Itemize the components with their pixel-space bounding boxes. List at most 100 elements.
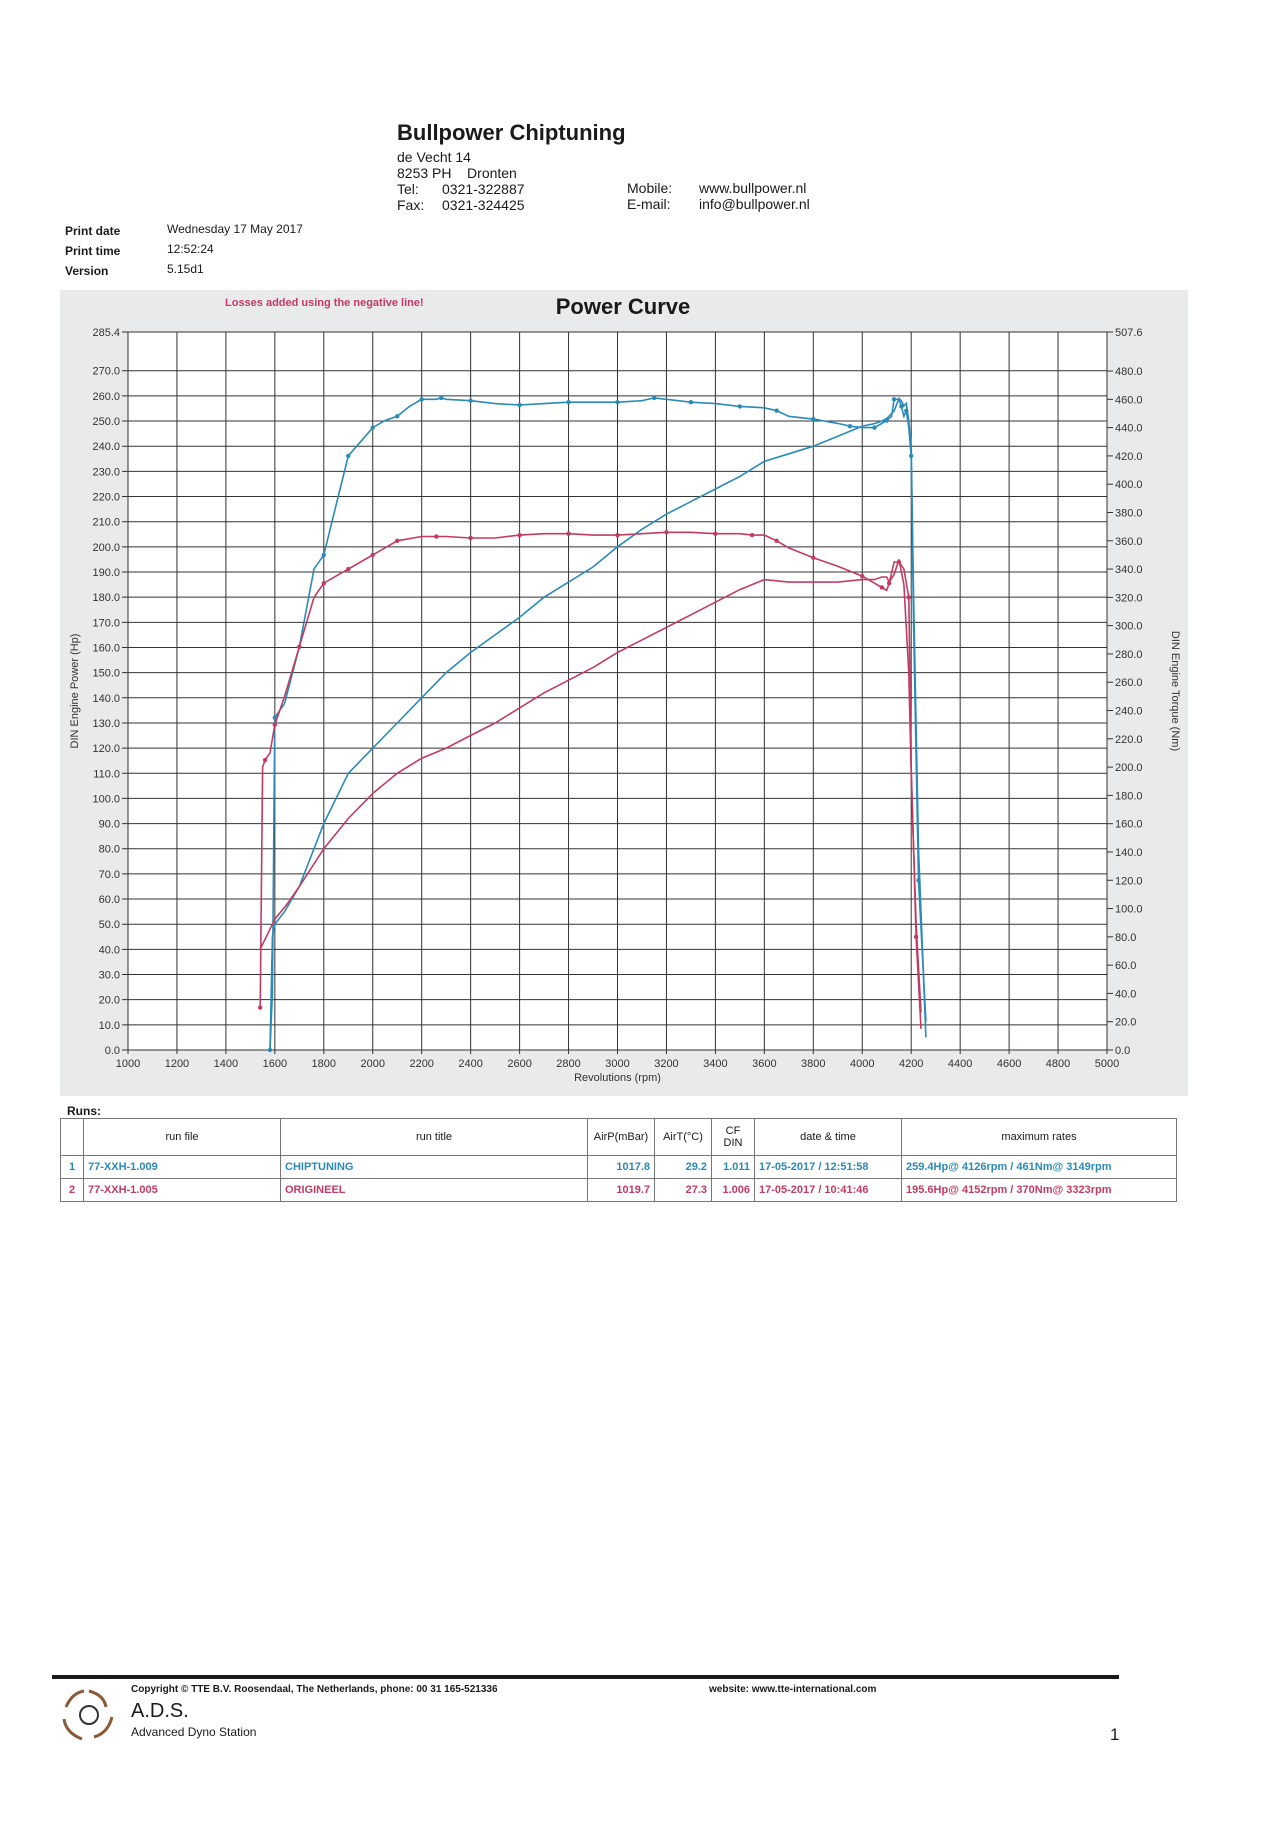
y-left-tick-label: 70.0 [99,869,120,881]
data-point [395,414,400,419]
data-point [257,1005,263,1010]
fax-row: Fax: 0321-324425 [397,197,525,213]
footer-rule [52,1675,1119,1679]
y-right-tick-label: 300.0 [1115,621,1143,633]
data-point [370,552,375,558]
print-time-label: Print time [65,244,121,258]
data-point [439,395,444,401]
data-point [321,552,326,558]
y-left-tick-label: 230.0 [92,466,120,478]
run-file: 77-XXH-1.005 [83,1178,281,1202]
chart-svg: 1000 1200 1400 1600 1800 2000 2200 2400 2600 2800… [69,294,1181,1084]
y-left-tick-label: 0.0 [105,1045,120,1057]
company-name: Bullpower Chiptuning [397,120,626,145]
x-tick-label: 2000 [361,1058,385,1070]
chart-title: Power Curve [556,294,691,319]
y-right-tick-label: 480.0 [1115,366,1143,378]
y-right-tick-label: 507.6 [1115,327,1143,339]
max-rates: 259.4Hp@ 4126rpm / 461Nm@ 3149rpm [901,1155,1177,1179]
y-left-tick-label: 250.0 [92,416,120,428]
y-left-tick-label: 180.0 [92,592,120,604]
data-point [272,715,278,720]
col-airp: AirP(mBar) [587,1118,655,1156]
data-point [688,399,694,405]
version-label: Version [65,264,109,278]
y-left-tick-label: 270.0 [92,366,120,378]
y-left-tick-label: 190.0 [92,567,120,579]
x-tick-label: 2800 [556,1058,580,1070]
x-tick-label: 3000 [605,1058,629,1070]
plot-border [127,331,1108,1051]
air-pressure: 1017.8 [587,1155,655,1179]
print-date-label: Print date [65,224,121,238]
air-temp: 29.2 [654,1155,712,1179]
y-left-tick-label: 60.0 [99,894,120,906]
y-right-tick-label: 20.0 [1115,1017,1136,1029]
fax-value: 0321-324425 [442,197,525,213]
table-row[interactable]: 2 77-XXH-1.005 ORIGINEEL 1019.7 27.3 1.0… [60,1178,1177,1202]
x-tick-label: 2200 [409,1058,433,1070]
mobile-row: Mobile: www.bullpower.nl [627,180,810,196]
y-left-tick-label: 10.0 [99,1020,120,1032]
table-row[interactable]: 1 77-XXH-1.009 CHIPTUNING 1017.8 29.2 1.… [60,1155,1177,1179]
ads-logo-icon [54,1685,124,1750]
email-row: E-mail: info@bullpower.nl [627,196,810,212]
email-label: E-mail: [627,196,671,212]
y-left-tick-label: 130.0 [92,718,120,730]
cf-din: 1.011 [711,1155,755,1179]
address-line-2: 8253 PH Dronten [397,165,517,181]
data-point [419,397,424,402]
y-left-tick-label: 110.0 [93,768,120,780]
print-meta: Print date Wednesday 17 May 2017 Print t… [65,222,365,282]
x-tick-label: 1800 [312,1058,336,1070]
y-right-tick-label: 120.0 [1115,875,1143,887]
x-tick-label: 3400 [703,1058,727,1070]
data-point [272,722,278,727]
row-index: 2 [60,1178,84,1202]
x-tick-label: 4200 [899,1058,923,1070]
y-left-axis-label: DIN Engine Power (Hp) [69,634,81,749]
y-right-tick-label: 320.0 [1115,592,1143,604]
y-left-tick-label: 40.0 [99,944,120,956]
col-run-title: run title [280,1118,588,1156]
page-number: 1 [1110,1725,1120,1744]
y-right-tick-label: 240.0 [1115,706,1143,718]
y-left-tick-label: 240.0 [92,441,120,453]
data-point [297,644,302,650]
series-line-power [269,396,927,1051]
tel-label: Tel: [397,181,419,197]
data-point [321,581,326,586]
run-datetime: 17-05-2017 / 12:51:58 [754,1155,902,1179]
data-point [434,534,439,539]
y-right-tick-label: 200.0 [1115,762,1143,774]
air-pressure: 1019.7 [587,1178,655,1202]
data-point [346,453,351,459]
y-right-tick-label: 380.0 [1115,507,1143,519]
data-point [664,530,669,535]
y-left-tick-label: 80.0 [99,844,120,856]
x-tick-label: 3200 [654,1058,678,1070]
chart-note: Losses added using the negative line! [225,297,424,309]
x-tick-label: 4800 [1046,1058,1070,1070]
y-right-tick-label: 80.0 [1115,932,1136,944]
y-left-tick-label: 200.0 [92,542,120,554]
y-right-tick-label: 180.0 [1115,790,1143,802]
brand-subtitle: Advanced Dyno Station [131,1725,257,1739]
data-point [774,538,779,543]
col-airt: AirT(°C) [654,1118,712,1156]
y-left-tick-label: 50.0 [99,919,120,931]
tel-value: 0321-322887 [442,181,525,197]
y-right-tick-label: 340.0 [1115,564,1143,576]
cf-din: 1.006 [711,1178,755,1202]
run-title: ORIGINEEL [280,1178,588,1202]
data-point [517,532,522,538]
version: 5.15d1 [167,262,204,276]
tel-row: Tel: 0321-322887 [397,181,525,197]
y-left-tick-label: 160.0 [92,642,120,654]
data-point [346,566,351,572]
mobile-label: Mobile: [627,180,673,196]
row-index: 1 [60,1155,84,1179]
power-curve-chart: 1000 1200 1400 1600 1800 2000 2200 2400 2600 2800… [60,290,1188,1096]
y-left-tick-label: 30.0 [99,970,120,982]
x-tick-label: 5000 [1095,1058,1119,1070]
